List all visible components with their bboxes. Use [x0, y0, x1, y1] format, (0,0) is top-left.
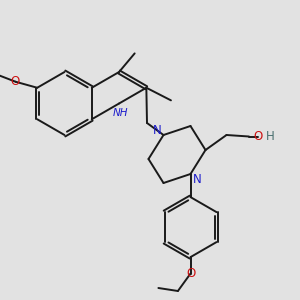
Text: NH: NH — [113, 108, 128, 118]
Text: O: O — [186, 267, 195, 280]
Text: N: N — [152, 124, 161, 137]
Text: H: H — [266, 130, 275, 143]
Text: O: O — [254, 130, 263, 143]
Text: O: O — [11, 75, 20, 88]
Text: N: N — [193, 173, 202, 186]
